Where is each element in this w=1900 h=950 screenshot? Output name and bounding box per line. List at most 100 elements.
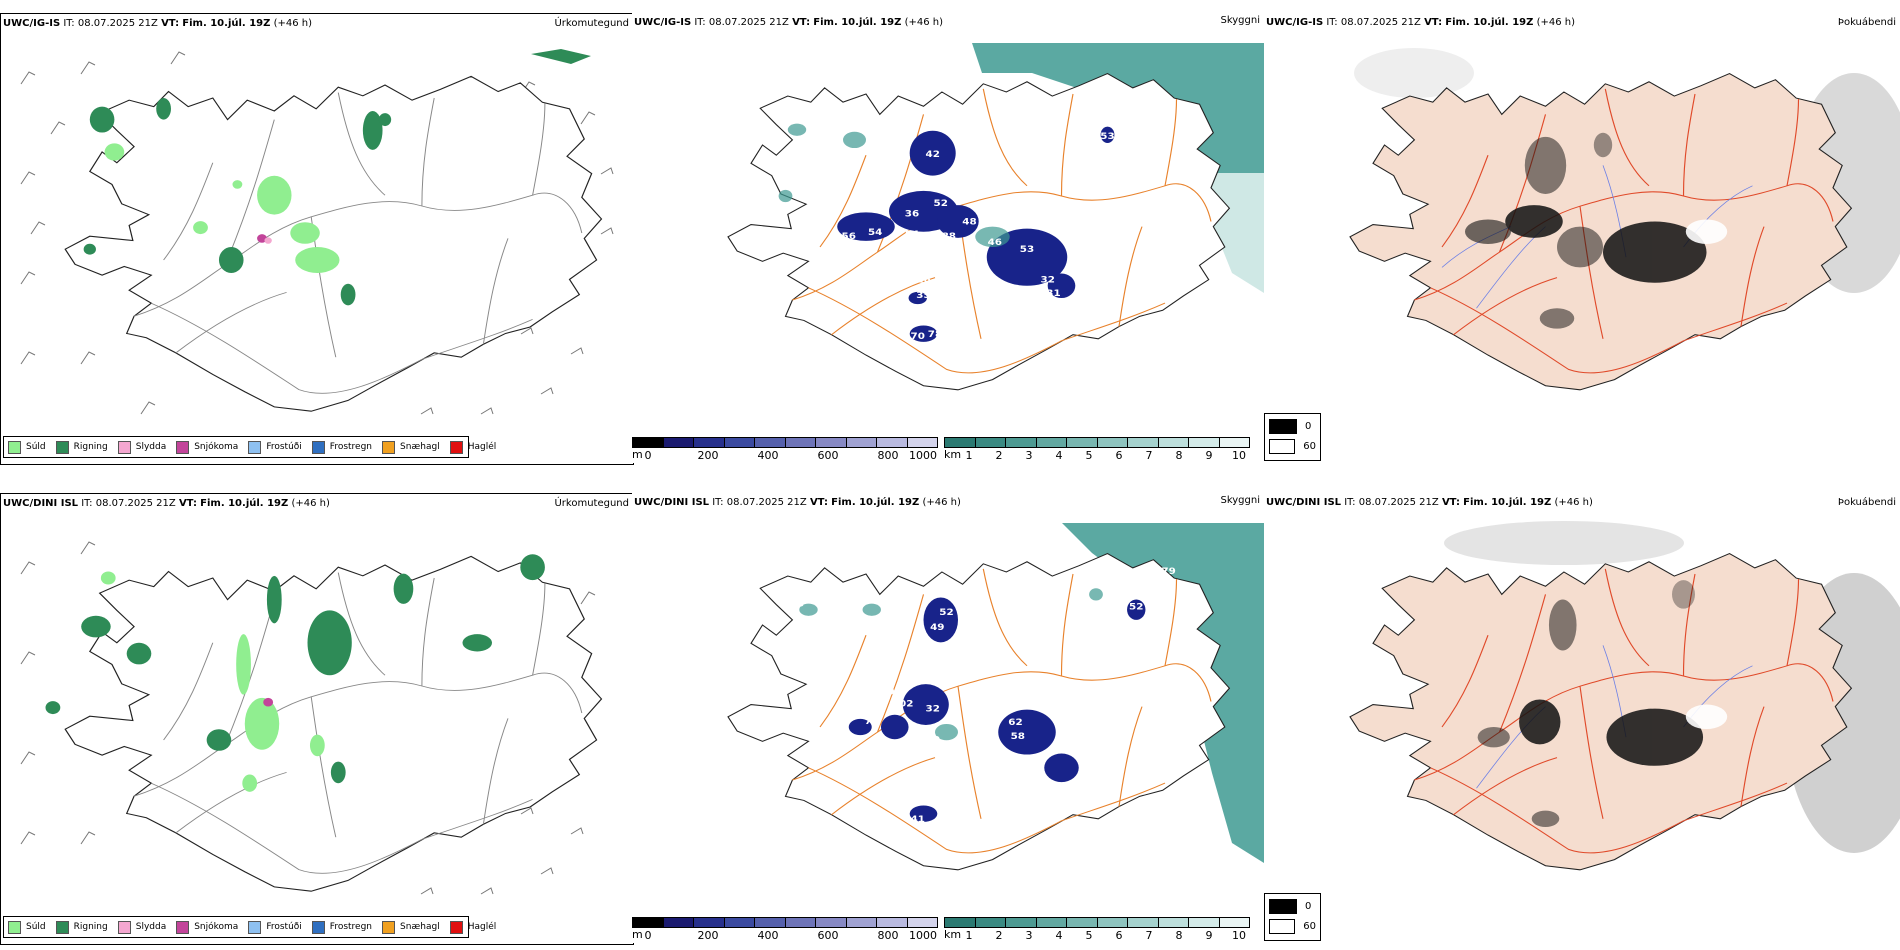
it-value: 08.07.2025 21Z [726, 497, 807, 508]
visibility-colorbar: km 1 2 3 4 5 6 7 8 9 10 [944, 437, 1250, 463]
visibility-ticks: 1 2 3 4 5 6 7 8 9 10 [965, 929, 1247, 942]
svg-text:110: 110 [918, 735, 940, 745]
svg-text:54: 54 [868, 227, 883, 237]
it-label: IT: [63, 18, 75, 29]
svg-text:779: 779 [1154, 566, 1176, 576]
lead-time: (+46 h) [291, 498, 330, 509]
fog-key: 0 60 [1264, 413, 1321, 461]
svg-text:75: 75 [893, 786, 908, 796]
low-cloud-areas [837, 126, 1115, 342]
vt-label: VT: [178, 498, 197, 509]
fog-key-swatch [1269, 919, 1296, 934]
cloudbase-visibility-panel: UWC/IG-IS IT: 08.07.2025 21Z VT: Fim. 10… [632, 13, 1264, 463]
svg-text:81: 81 [1129, 153, 1144, 163]
legend-swatch [382, 920, 396, 934]
legend-item-freezing-rain: Frostregn [311, 440, 372, 454]
vt-value: Fim. 10.júl. 19Z [831, 497, 920, 508]
vt-label: VT: [1441, 497, 1460, 508]
svg-text:32: 32 [1041, 275, 1055, 285]
svg-text:13: 13 [790, 599, 805, 609]
it-label: IT: [712, 497, 724, 508]
visibility-unit: km [944, 448, 962, 461]
legend-swatch [449, 440, 463, 454]
it-label: IT: [1344, 497, 1356, 508]
panel-title: Skyggni [1220, 15, 1260, 26]
legend-item-drizzle: Súld [8, 920, 46, 934]
svg-text:46: 46 [988, 237, 1003, 247]
fog-indicator-panel: UWC/DINI ISL IT: 08.07.2025 21Z VT: Fim.… [1264, 493, 1900, 943]
cloudbase-map: 52 49 93 02 32 70 110 62 58 58 75 41 779… [727, 523, 1264, 871]
fog-key-swatch [1269, 419, 1297, 434]
fog-key-swatch [1269, 439, 1296, 454]
svg-text:36: 36 [905, 209, 920, 219]
panel-title: Þokuábendi [1837, 17, 1896, 28]
panel-title: Þokuábendi [1837, 497, 1896, 508]
cloudbase-unit: m [632, 448, 643, 461]
it-value: 08.07.2025 21Z [708, 17, 789, 28]
precip-type-map [20, 541, 603, 895]
legend-item-snow-pellets: Snæhagl [382, 440, 440, 454]
panel-header: UWC/DINI ISL IT: 08.07.2025 21Z VT: Fim.… [1266, 497, 1593, 508]
it-value: 08.07.2025 21Z [95, 498, 176, 509]
svg-text:93: 93 [888, 687, 903, 697]
fog-key: 0 60 [1264, 893, 1321, 941]
fog-key-row: 0 [1269, 899, 1316, 914]
legend-item-freezing-drizzle: Frostúði [248, 440, 302, 454]
legend-item-sleet: Slydda [117, 440, 166, 454]
cloudbase-colorbar-strip [632, 917, 938, 928]
svg-text:31: 31 [1046, 288, 1061, 298]
cloudbase-map: 42 95 36 52 48 56 54 54 88 46 53 12 16 3… [727, 43, 1264, 391]
vt-value: Fim. 10.júl. 19Z [182, 18, 271, 29]
fog-key-swatch [1269, 899, 1297, 914]
cloudbase-visibility-panel: UWC/DINI ISL IT: 08.07.2025 21Z VT: Fim.… [632, 493, 1264, 943]
lead-time: (+46 h) [1536, 17, 1575, 28]
svg-text:52: 52 [1129, 602, 1143, 612]
legend-swatch [311, 440, 325, 454]
precip-type-panel: UWC/DINI ISL IT: 08.07.2025 21Z VT: Fim.… [0, 493, 634, 945]
fog-indicator-map [1264, 513, 1900, 933]
svg-text:12: 12 [945, 268, 959, 278]
model-name: UWC/DINI ISL [3, 498, 79, 509]
legend-item-freezing-drizzle: Frostúði [248, 920, 302, 934]
fog-indicator-panel: UWC/IG-IS IT: 08.07.2025 21Z VT: Fim. 10… [1264, 13, 1900, 463]
panel-header: UWC/DINI ISL IT: 08.07.2025 21Z VT: Fim.… [634, 497, 961, 508]
cloudbase-ticks: 0 200 400 600 800 1000 [644, 449, 938, 462]
fog-key-row: 60 [1269, 439, 1316, 454]
legend-swatch [55, 440, 69, 454]
fog-key-row: 60 [1269, 919, 1316, 934]
legend-item-hail: Haglél [449, 440, 496, 454]
vt-label: VT: [792, 17, 811, 28]
legend-item-rain: Rigning [55, 440, 108, 454]
panel-title: Úrkomutegund [554, 498, 629, 509]
legend-item-snow: Snjókoma [176, 440, 238, 454]
legend-swatch [248, 920, 262, 934]
cloudbase-unit: m [632, 928, 643, 941]
svg-text:41: 41 [911, 814, 926, 824]
svg-text:88: 88 [942, 231, 957, 241]
rain-areas [83, 98, 392, 306]
panel-header: UWC/IG-IS IT: 08.07.2025 21Z VT: Fim. 10… [1266, 17, 1575, 28]
svg-text:53: 53 [1100, 131, 1115, 141]
model-name: UWC/DINI ISL [1266, 497, 1342, 508]
panel-header: UWC/DINI ISL IT: 08.07.2025 21Z VT: Fim.… [3, 498, 330, 509]
svg-text:96: 96 [1121, 577, 1136, 587]
drizzle-areas [104, 143, 340, 273]
precip-legend: Súld Rigning Slydda Snjókoma Frostúði Fr… [3, 436, 496, 458]
visibility-colorbar: km 1 2 3 4 5 6 7 8 9 10 [944, 917, 1250, 943]
legend-swatch [176, 440, 190, 454]
vt-label: VT: [1424, 17, 1443, 28]
svg-text:62: 62 [1008, 717, 1022, 727]
svg-text:32: 32 [926, 704, 940, 714]
it-value: 08.07.2025 21Z [77, 18, 158, 29]
wind-barbs [20, 51, 614, 415]
vt-value: Fim. 10.júl. 19Z [813, 17, 902, 28]
visibility-unit: km [944, 928, 962, 941]
legend-item-rain: Rigning [55, 920, 108, 934]
lead-time: (+46 h) [904, 17, 943, 28]
legend-item-snow-pellets: Snæhagl [382, 920, 440, 934]
svg-text:56: 56 [842, 231, 857, 241]
svg-text:78: 78 [928, 329, 943, 339]
svg-text:16: 16 [916, 275, 931, 285]
legend-item-hail: Haglél [449, 920, 496, 934]
model-name: UWC/IG-IS [3, 18, 61, 29]
